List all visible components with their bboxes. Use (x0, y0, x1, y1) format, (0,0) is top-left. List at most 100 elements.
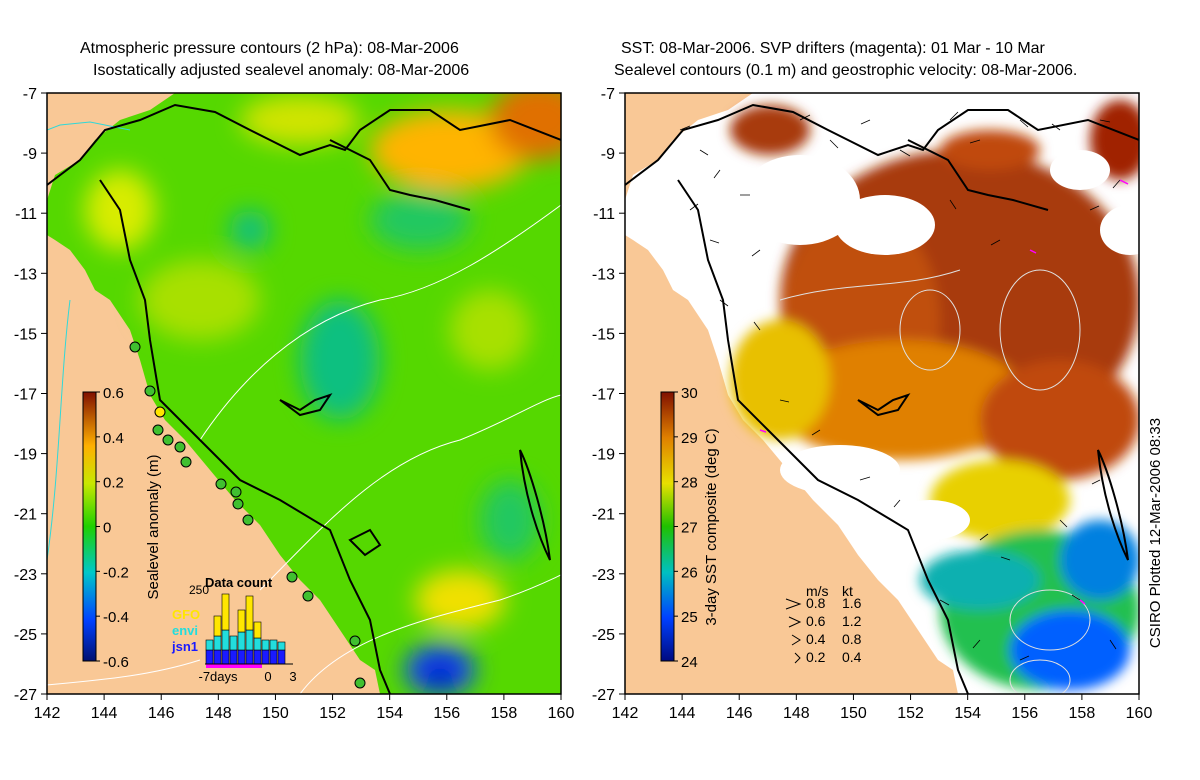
right-colorbar-tick-label: 24 (681, 654, 698, 671)
left-title-line2: Isostatically adjusted sealevel anomaly:… (93, 62, 470, 79)
inset-bar (237, 609, 246, 633)
left-y-tick-label: -27 (14, 687, 37, 704)
inset-bar (277, 649, 286, 665)
inset-bar (237, 631, 246, 651)
right-colorbar (660, 391, 675, 662)
velocity-legend-ms: 0.8 (806, 595, 826, 611)
right-map (625, 93, 1139, 694)
left-x-tick-label: 142 (34, 705, 61, 722)
right-x-tick-label: 152 (897, 705, 924, 722)
left-x-tick-label: 154 (376, 705, 403, 722)
left-colorbar-tick-label: -0.4 (103, 609, 129, 626)
inset-bar (277, 641, 286, 651)
velocity-legend-kt: 1.2 (842, 613, 862, 629)
right-colorbar-tick-label: 30 (681, 385, 698, 402)
inset-bar (269, 639, 278, 651)
left-y-tick-label: -23 (14, 567, 37, 584)
right-y-tick-label: -25 (592, 627, 615, 644)
inset-bar (245, 629, 254, 651)
left-data-count-inset (205, 593, 293, 668)
inset-bar (261, 649, 270, 665)
velocity-legend-arrow (785, 598, 802, 610)
right-svp-drifters (759, 179, 1129, 605)
right-title-line1: SST: 08-Mar-2006. SVP drifters (magenta)… (621, 40, 1045, 57)
left-colorbar-tick-label: 0.4 (103, 430, 124, 447)
left-x-tick-label: 158 (491, 705, 518, 722)
left-colorbar-tick-label: 0.6 (103, 385, 124, 402)
inset-x-ticks: -7days 0 3 (198, 669, 296, 684)
inset-bar (253, 649, 262, 665)
plotted-side-note: CSIRO Plotted 12-Mar-2006 08:33 (1147, 418, 1164, 648)
left-colorbar (82, 391, 97, 662)
left-colorbar-tick-label: 0 (103, 520, 111, 537)
right-x-tick-label: 160 (1126, 705, 1153, 722)
velocity-legend-arrow (788, 616, 802, 628)
left-colorbar-tick-label: 0.2 (103, 475, 124, 492)
right-colorbar-label: 3-day SST composite (deg C) (703, 428, 720, 625)
velocity-legend-arrow (791, 634, 801, 646)
left-y-tick-label: -13 (14, 266, 37, 283)
inset-bar (245, 649, 254, 665)
inset-x-tick-label: -7days (198, 669, 238, 684)
left-colorbar-label: Sealevel anomaly (m) (145, 454, 162, 599)
inset-bar (253, 637, 262, 651)
left-x-tick-label: 156 (433, 705, 460, 722)
velocity-legend-ms: 0.4 (806, 631, 826, 647)
left-x-tick-label: 152 (319, 705, 346, 722)
left-y-tick-label: -7 (23, 86, 37, 103)
left-x-tick-label: 148 (205, 705, 232, 722)
velocity-legend-arrow (794, 652, 801, 664)
right-x-tick-label: 156 (1011, 705, 1038, 722)
left-axes: 142 144 146 148 150 152 154 156 158 160 -7 -9 -11 -13… (14, 86, 575, 722)
inset-bar (213, 615, 222, 637)
right-y-tick-label: -23 (592, 567, 615, 584)
right-colorbar-ticks: 30 29 28 27 26 25 24 (674, 385, 698, 671)
inset-ymax-label: 250 (189, 583, 209, 597)
right-colorbar-tick-label: 26 (681, 564, 698, 581)
left-y-tick-label: -25 (14, 627, 37, 644)
right-sealevel-contours (779, 269, 1091, 694)
right-y-tick-label: -19 (592, 447, 615, 464)
right-y-tick-label: -7 (601, 86, 615, 103)
left-tide-gauges (129, 341, 366, 689)
left-y-tick-label: -19 (14, 447, 37, 464)
inset-bar (237, 649, 246, 665)
inset-bar (221, 649, 230, 665)
left-cyan-contour (47, 121, 131, 561)
right-x-tick-label: 146 (726, 705, 753, 722)
inset-bar (269, 649, 278, 665)
right-y-tick-label: -15 (592, 326, 615, 343)
inset-bar (261, 639, 270, 651)
left-map (47, 93, 561, 694)
left-y-tick-label: -21 (14, 507, 37, 524)
inset-legend-label: GFO (172, 607, 200, 622)
left-x-tick-label: 144 (91, 705, 118, 722)
velocity-legend-kt: 0.4 (842, 649, 862, 665)
left-coastlines (47, 103, 561, 694)
right-coastlines (625, 103, 1139, 694)
left-title-line1: Atmospheric pressure contours (2 hPa): 0… (80, 40, 459, 57)
inset-bar (253, 621, 262, 639)
left-y-tick-label: -17 (14, 387, 37, 404)
right-x-tick-label: 148 (783, 705, 810, 722)
inset-legend-label: envi (172, 623, 198, 638)
inset-bar (205, 639, 214, 651)
inset-bar (221, 593, 230, 631)
right-y-tick-label: -17 (592, 387, 615, 404)
inset-time-marker (206, 664, 262, 668)
inset-title: Data count (205, 575, 273, 590)
left-x-tick-label: 160 (548, 705, 575, 722)
left-y-tick-label: -11 (15, 206, 37, 223)
right-cloud-gaps (740, 150, 1139, 540)
inset-bar (245, 595, 254, 631)
inset-bar (229, 635, 238, 651)
velocity-legend-ms-header: m/s (806, 583, 829, 599)
inset-bar (221, 629, 230, 651)
inset-bar (205, 649, 214, 665)
right-colorbar-tick-label: 25 (681, 609, 698, 626)
left-x-tick-label: 150 (262, 705, 289, 722)
inset-bar (213, 635, 222, 651)
left-pressure-contours (47, 204, 561, 694)
